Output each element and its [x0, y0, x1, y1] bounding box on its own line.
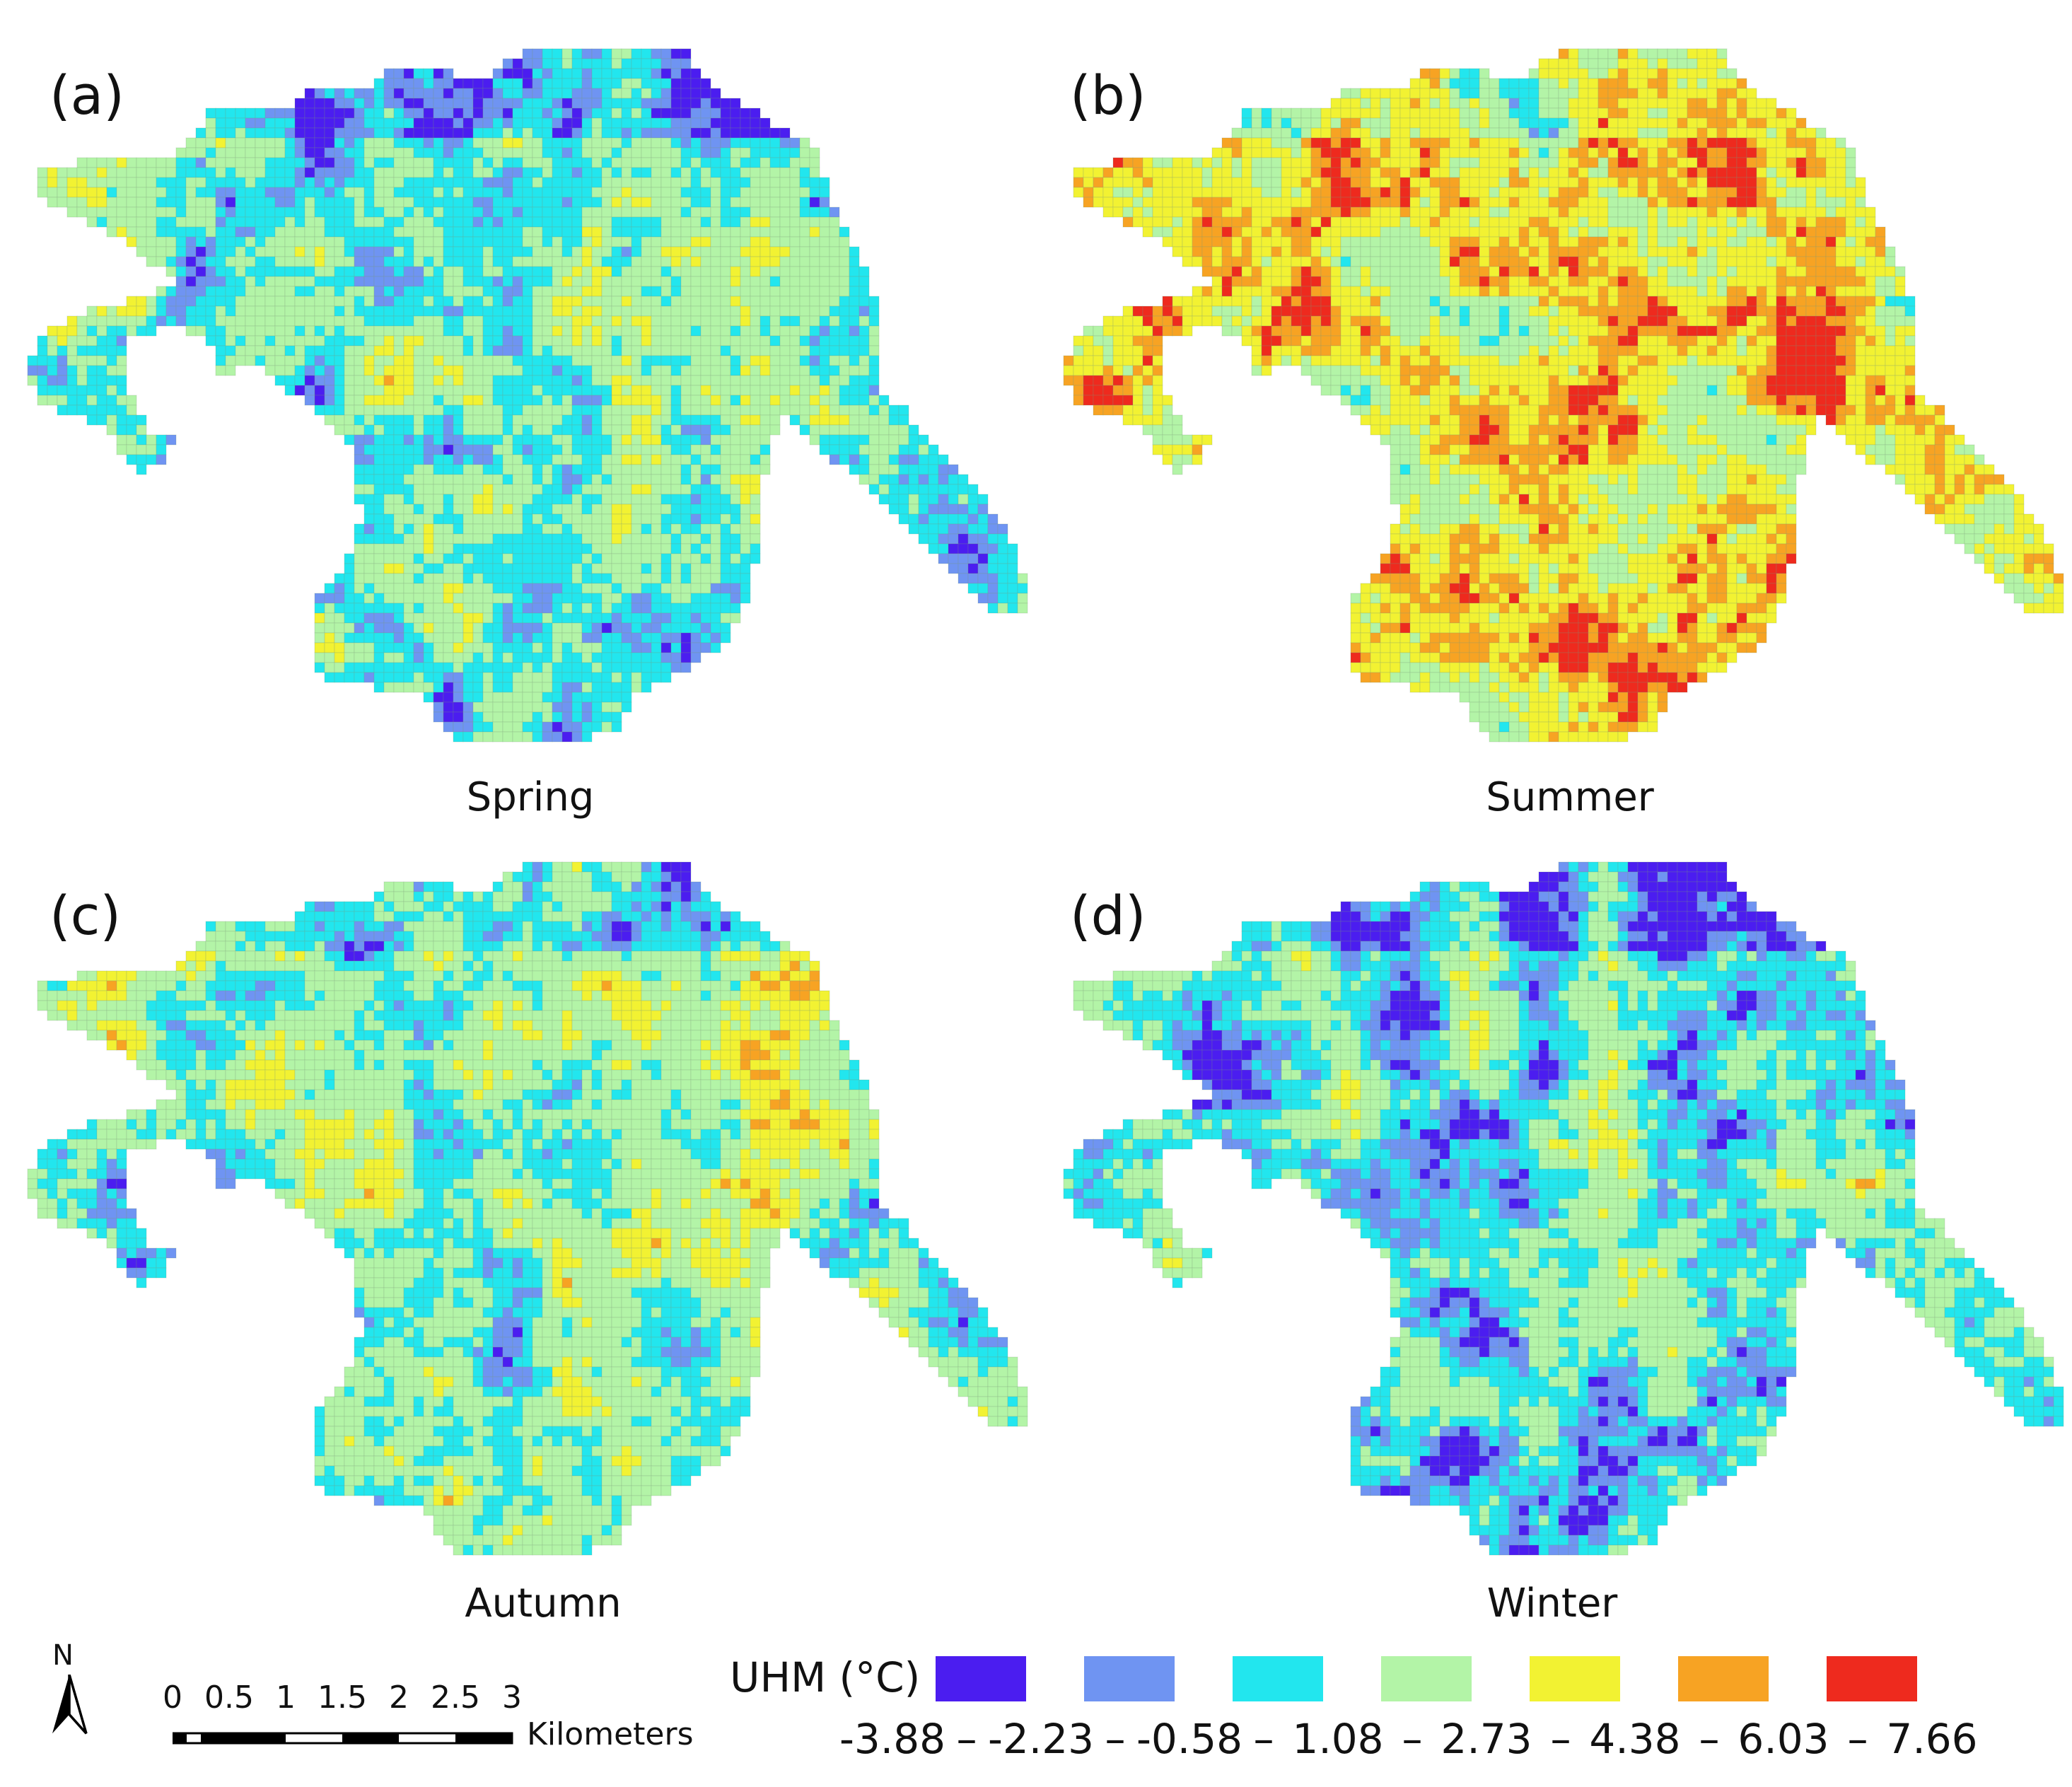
legend-swatch [1678, 1656, 1769, 1701]
legend-dash: – [1550, 1715, 1571, 1763]
legend-break-label: 2.73 [1440, 1715, 1532, 1763]
scale-unit: Kilometers [527, 1716, 694, 1752]
heat-map-autumn [27, 861, 1028, 1556]
map-cells [1063, 48, 2064, 743]
north-arrow-icon [52, 1675, 88, 1735]
legend-swatch [1084, 1656, 1175, 1701]
legend-swatch [1381, 1656, 1472, 1701]
panel-letter: (b) [1070, 64, 1146, 127]
scale-tick-label: 1 [276, 1680, 296, 1716]
scale-bar: 0 0.5 1 1.5 2 2.5 3 Kilometers [163, 1680, 728, 1764]
legend-swatch [1530, 1656, 1620, 1701]
legend-title: UHM (°C) [730, 1653, 921, 1701]
legend-dash: – [956, 1715, 977, 1763]
legend-swatch [936, 1656, 1026, 1701]
heat-map-winter [1063, 861, 2064, 1556]
legend-swatch [1827, 1656, 1917, 1701]
legend-break-label: 6.03 [1738, 1715, 1829, 1763]
scale-tick-label: 0.5 [204, 1680, 254, 1716]
legend-break-label: -0.58 [1136, 1715, 1243, 1763]
legend-break-label: -2.23 [987, 1715, 1095, 1763]
panel-letter: (a) [50, 64, 124, 127]
legend-dash: – [1253, 1715, 1274, 1763]
panel-title: Winter [1486, 1581, 1618, 1626]
panel-title: Autumn [465, 1581, 622, 1626]
scale-bar-graphic [173, 1732, 513, 1745]
panel-summer: (b) Summer [1036, 0, 2072, 834]
legend-break-label: 4.38 [1589, 1715, 1681, 1763]
legend-break-label: 7.66 [1886, 1715, 1978, 1763]
map-cells [27, 861, 1028, 1556]
scale-tick-label: 2.5 [431, 1680, 480, 1716]
panel-winter: (d) Winter [1036, 813, 2072, 1648]
scale-tick-label: 2 [389, 1680, 409, 1716]
scale-tick-label: 3 [502, 1680, 522, 1716]
panel-letter: (c) [50, 884, 122, 947]
scale-tick-label: 1.5 [318, 1680, 367, 1716]
panel-title: Spring [466, 774, 595, 820]
panel-title: Summer [1486, 774, 1654, 820]
scale-tick-label: 0 [163, 1680, 182, 1716]
legend-dash: – [1105, 1715, 1126, 1763]
legend-dash: – [1699, 1715, 1720, 1763]
legend-break-label: -3.88 [839, 1715, 946, 1763]
panel-spring: (a) Spring [0, 0, 1036, 834]
panel-letter: (d) [1070, 884, 1146, 947]
map-cells [27, 48, 1028, 743]
legend-dash: – [1402, 1715, 1423, 1763]
panel-autumn: (c) Autumn [0, 813, 1036, 1648]
heat-map-spring [27, 48, 1028, 743]
north-label: N [52, 1639, 74, 1672]
legend-dash: – [1847, 1715, 1868, 1763]
map-cells [1063, 861, 2064, 1556]
heat-map-summer [1063, 48, 2064, 743]
legend-swatch [1233, 1656, 1323, 1701]
legend-break-label: 1.08 [1292, 1715, 1384, 1763]
